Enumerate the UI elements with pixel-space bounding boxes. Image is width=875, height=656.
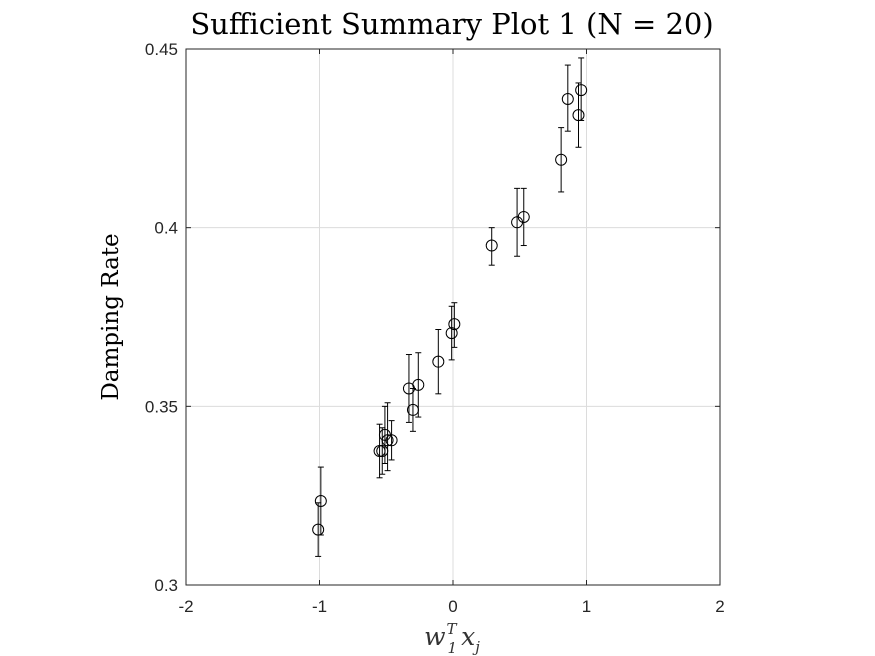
point-marker — [385, 434, 398, 447]
point-marker — [314, 495, 327, 508]
x-tick-label: 2 — [715, 597, 724, 616]
data-point — [432, 329, 445, 395]
data-point — [555, 127, 568, 193]
data-point — [412, 352, 425, 418]
ticks: -2 -1 0 1 2 0.3 0.35 0.4 0.45 — [145, 40, 725, 616]
y-tick-label: 0.4 — [154, 219, 178, 238]
x-tick-label: 1 — [582, 597, 591, 616]
point-marker — [432, 355, 445, 368]
data-point — [385, 420, 398, 461]
x-label-sub: 1 — [448, 639, 458, 656]
x-label-sub2: j — [472, 638, 480, 656]
x-tick-label: -2 — [178, 597, 193, 616]
data-point — [511, 187, 524, 257]
chart-title: Sufficient Summary Plot 1 (N = 20) — [190, 7, 713, 41]
data-point — [445, 305, 458, 361]
data-point — [448, 302, 461, 348]
data-point — [572, 82, 585, 148]
x-axis-label: wT 1 xj — [424, 620, 480, 656]
data-points — [312, 57, 588, 557]
x-label-base: w — [424, 622, 445, 651]
point-marker — [575, 84, 588, 97]
point-marker — [517, 210, 530, 223]
data-point — [402, 354, 415, 423]
point-marker — [381, 434, 394, 447]
x-tick-label: -1 — [312, 597, 327, 616]
x-label-base2: x — [461, 622, 475, 651]
point-marker — [412, 378, 425, 391]
y-tick-label: 0.35 — [145, 397, 178, 416]
point-marker — [561, 93, 574, 106]
x-label-sup: T — [447, 620, 458, 638]
x-tick-label: 0 — [448, 597, 457, 616]
y-axis-label: Damping Rate — [98, 233, 124, 400]
data-point — [485, 227, 498, 266]
data-point — [312, 502, 325, 557]
data-point — [517, 187, 530, 247]
point-marker — [555, 153, 568, 166]
y-tick-label: 0.3 — [154, 576, 178, 595]
data-point — [561, 64, 574, 132]
point-marker — [448, 318, 461, 331]
data-point — [314, 466, 327, 536]
point-marker — [445, 327, 458, 340]
grid — [185, 48, 721, 586]
point-marker — [485, 239, 498, 252]
y-tick-label: 0.45 — [145, 40, 178, 59]
data-point — [575, 57, 588, 121]
